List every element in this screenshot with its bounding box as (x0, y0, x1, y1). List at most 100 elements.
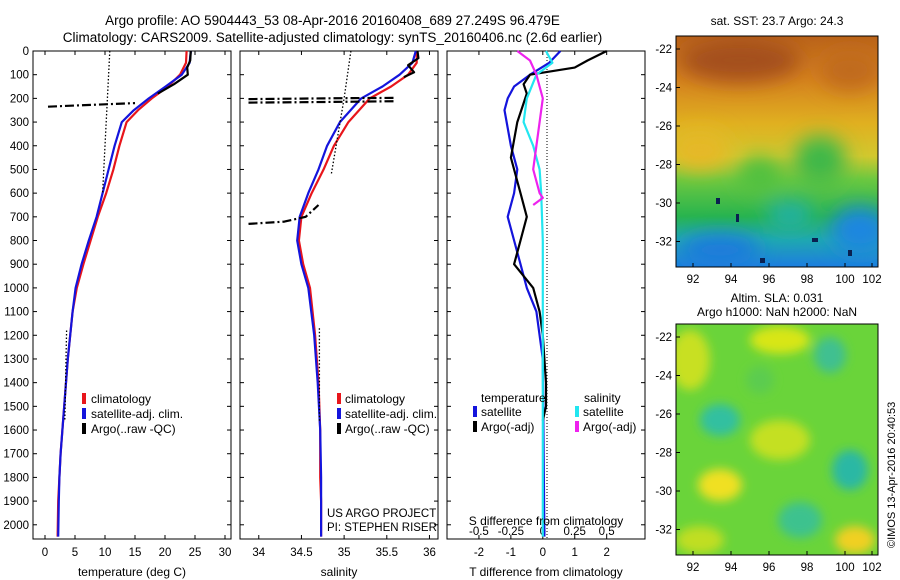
map-y-tick-label: -32 (655, 237, 672, 249)
legend-label-satellite: satellite-adj. clim. (345, 407, 437, 421)
depth-tick-label: 800 (10, 236, 29, 248)
series-line-argo-raw-qc (403, 50, 420, 79)
sla-map-axes: 92 94 96 98 100 102 -22 -24 -26 -28 -30 -32 (655, 332, 881, 574)
series-line-satellite-adj-clim (296, 50, 417, 537)
legend-swatch-sal-satellite (575, 406, 579, 417)
series-line-argo-dash-dot (47, 102, 136, 108)
legend-label-temp-satellite: satellite (481, 405, 522, 419)
map-y-tick-label: -26 (655, 409, 672, 421)
map-x-tick-label: 96 (763, 274, 776, 286)
map-y-tick-label: -28 (655, 448, 672, 460)
difference-plot-frame (446, 50, 646, 540)
map-y-tick-label: -30 (655, 198, 672, 210)
map-y-tick-label: -30 (655, 486, 672, 498)
series-line-climatology (297, 51, 418, 537)
depth-tick-label: 1000 (3, 283, 29, 295)
depth-tick-label: 300 (10, 117, 29, 129)
x-tick-label: 36 (423, 547, 436, 559)
map-y-tick-label: -24 (655, 371, 672, 383)
x-tick-label: 35.5 (376, 547, 398, 559)
sla-map-title: Altim. SLA: 0.031 (731, 291, 824, 305)
s-diff-tick-label: -0.5 (469, 526, 489, 538)
sla-map-subtitle: Argo h1000: NaN h2000: NaN (697, 305, 857, 319)
x-tick-label: 34 (252, 547, 265, 559)
temperature-series (47, 50, 192, 537)
legend-swatch-satellite (82, 408, 86, 419)
map-x-tick-label: 96 (763, 562, 776, 574)
map-x-tick-label: 100 (835, 562, 854, 574)
depth-tick-label: 1200 (3, 330, 29, 342)
map-x-tick-label: 94 (725, 562, 738, 574)
map-y-tick-label: -22 (655, 44, 672, 56)
x-tick-label: 25 (189, 547, 202, 559)
s-diff-tick-label: 0.25 (564, 526, 586, 538)
depth-tick-label: 1500 (3, 401, 29, 413)
series-line-temperature-satellite (503, 50, 562, 537)
series-line-temperature-argo-adj (509, 50, 608, 421)
series-line-argo-dotted (330, 50, 352, 175)
map-x-tick-label: 94 (725, 274, 738, 286)
depth-tick-label: 1600 (3, 425, 29, 437)
x-tick-label: 20 (159, 547, 172, 559)
legend-label-satellite: satellite-adj. clim. (91, 407, 183, 421)
depth-tick-label: 900 (10, 259, 29, 271)
legend-swatch-satellite (337, 408, 341, 419)
map-y-tick-label: -28 (655, 160, 672, 172)
map-x-tick-label: 102 (862, 562, 881, 574)
x-tick-label: 30 (219, 547, 232, 559)
x-tick-label: 10 (99, 547, 112, 559)
difference-series (503, 50, 608, 537)
series-line-argo-dash-dot-upper (248, 96, 396, 101)
series-line-argo-dotted-deep (64, 330, 68, 421)
series-line-argo-dash-dot-lower (248, 100, 396, 104)
depth-tick-label: 1100 (4, 307, 29, 319)
legend-label-sal-satellite: satellite (583, 405, 624, 419)
legend-swatch-climatology (337, 393, 341, 404)
depth-tick-label: 0 (23, 46, 29, 58)
s-difference-axis-label: S difference from climatology (469, 514, 624, 528)
series-line-argo-dash-dot-deep (248, 204, 320, 225)
legend-swatch-climatology (82, 393, 86, 404)
x-tick-label: 0 (42, 547, 48, 559)
series-line-salinity-argo-adj (516, 50, 544, 206)
temperature-depth-axis: 0 100 200 300 400 500 600 700 800 900 1000 1100 1200… (3, 46, 645, 532)
salinity-series (248, 50, 420, 537)
salinity-plot-frame (239, 50, 439, 540)
x-tick-label: 5 (72, 547, 78, 559)
salinity-legend: climatology satellite-adj. clim. Argo(..… (337, 392, 437, 436)
s-diff-tick-label: 0.5 (599, 526, 615, 538)
legend-label-sal-argo: Argo(-adj) (583, 420, 636, 434)
sla-map-frame (675, 323, 879, 556)
legend-label-climatology: climatology (345, 392, 405, 406)
series-line-salinity-satellite (522, 50, 554, 537)
map-y-tick-label: -32 (655, 525, 672, 537)
map-y-tick-label: -22 (655, 332, 672, 344)
depth-tick-label: 1300 (3, 354, 29, 366)
x-tick-label: 15 (129, 547, 142, 559)
sst-map-image (676, 36, 878, 267)
depth-tick-label: 600 (10, 188, 29, 200)
x-tick-label: 1 (572, 547, 578, 559)
depth-tick-label: 1700 (3, 449, 29, 461)
sst-map-frame (675, 35, 879, 268)
legend-swatch-argo (82, 423, 86, 434)
x-tick-label: -2 (474, 547, 484, 559)
depth-tick-label: 400 (10, 141, 29, 153)
map-x-tick-label: 92 (687, 562, 700, 574)
depth-tick-label: 1400 (3, 378, 29, 390)
legend-title-salinity: salinity (584, 391, 621, 405)
series-line-argo-raw-qc (157, 50, 192, 95)
temperature-plot-frame (32, 50, 232, 540)
legend-label-climatology: climatology (91, 392, 151, 406)
depth-tick-label: 700 (10, 212, 29, 224)
s-diff-tick-label: -0.25 (498, 526, 524, 538)
map-x-tick-label: 100 (835, 274, 854, 286)
depth-tick-label: 1900 (3, 496, 29, 508)
map-y-tick-label: -26 (655, 121, 672, 133)
legend-label-temp-argo: Argo(-adj) (481, 420, 534, 434)
x-tick-label: 35 (338, 547, 351, 559)
project-credit: US ARGO PROJECT (327, 508, 436, 520)
x-tick-label: 2 (603, 547, 609, 559)
legend-swatch-sal-argo (575, 421, 579, 432)
salinity-axis-label: salinity (321, 565, 358, 579)
